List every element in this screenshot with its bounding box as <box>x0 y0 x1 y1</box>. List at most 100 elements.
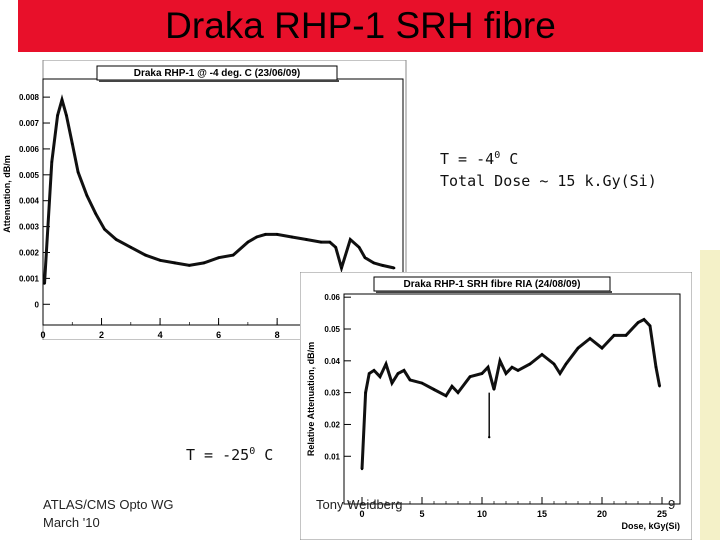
chart2-data-point <box>636 321 640 324</box>
chart2-data-point <box>450 385 454 388</box>
chart2-data-point <box>600 346 604 350</box>
chart2-data-point <box>612 334 616 337</box>
chart2-ytick-label: 0.01 <box>324 452 340 461</box>
chart2-data-point <box>516 369 520 372</box>
chart2-series-line <box>360 317 662 470</box>
chart1-data-point <box>114 238 118 241</box>
chart1-data-point <box>246 240 250 244</box>
chart1-data-point <box>381 264 384 267</box>
chart2-data-point <box>658 385 661 388</box>
chart2-data-point <box>444 394 448 398</box>
condition-temp-1-unit: C <box>500 150 519 168</box>
chart1-xtick-label: 2 <box>99 330 104 340</box>
chart2-series-0 <box>360 317 662 471</box>
chart2-data-point <box>408 378 412 382</box>
footer-org: ATLAS/CMS Opto WG <box>43 497 174 512</box>
chart2-data-point <box>528 362 532 366</box>
chart2-data-point <box>564 362 568 366</box>
footer-date: March '10 <box>43 515 100 530</box>
chart1-ytick-label: 0.002 <box>19 248 40 257</box>
chart1-data-point <box>43 282 46 285</box>
condition-temp-2: T = -250 C <box>186 446 273 464</box>
chart1-data-point <box>290 235 293 239</box>
chart2-data-point <box>368 372 371 375</box>
chart1-title-box: Draka RHP-1 @ -4 deg. C (23/06/09) <box>96 65 339 82</box>
page-number: 9 <box>668 497 676 512</box>
condition-temp-1: T = -40 C <box>440 150 518 168</box>
chart1-xtick-label: 8 <box>275 330 280 340</box>
chart2-data-point <box>588 337 592 340</box>
chart1-data-point <box>349 238 352 241</box>
chart2-data-point <box>510 365 514 369</box>
chart1-ytick-label: 0.007 <box>19 119 40 128</box>
condition-temp-2-sup: 0 <box>249 446 256 457</box>
chart2-data-point <box>372 369 376 372</box>
chart2-ytick-label: 0.03 <box>324 389 340 398</box>
chart2-data-point <box>480 372 484 375</box>
ria-chart: Draka RHP-1 SRH fibre RIA (24/08/09) 0 5 10… <box>299 271 693 541</box>
chart1-ytick-label: 0 <box>35 300 40 309</box>
title-bar: Draka RHP-1 SRH fibre <box>18 0 703 52</box>
chart1-data-point <box>264 233 267 236</box>
chart1-ytick-label: 0.008 <box>19 93 40 102</box>
decorative-edge-strip <box>700 250 720 540</box>
chart1-xtick-label: 4 <box>158 330 163 340</box>
chart1-data-point <box>255 235 258 239</box>
chart1-data-point <box>319 240 323 244</box>
chart2-title-shadow <box>376 291 612 293</box>
chart1-data-point <box>158 259 162 262</box>
chart1-data-point <box>188 264 191 267</box>
chart1-data-point <box>56 114 59 117</box>
chart1-title-shadow <box>99 80 339 82</box>
chart1-data-point <box>71 142 74 145</box>
chart2-series-1 <box>488 392 491 439</box>
chart1-data-point <box>372 261 375 265</box>
chart2-xlabel: Dose, kGy(Si) <box>621 521 680 531</box>
chart2-data-point <box>390 381 394 385</box>
chart1-xtick-label: 6 <box>216 330 221 340</box>
chart1-data-point <box>217 256 220 259</box>
chart2-data-point <box>384 362 388 366</box>
chart1-data-point <box>144 253 147 257</box>
chart1-data-point <box>202 261 206 265</box>
chart2-data-point <box>396 372 400 375</box>
slide-title: Draka RHP-1 SRH fibre <box>165 5 556 46</box>
chart2-data-point <box>576 346 580 350</box>
chart2-data-point <box>364 391 367 394</box>
chart2-xtick-label: 5 <box>419 509 424 519</box>
chart1-xtick-label: 0 <box>40 330 45 340</box>
chart2-title: Draka RHP-1 SRH fibre RIA (24/08/09) <box>404 279 581 290</box>
chart2-data-point <box>552 362 556 366</box>
condition-temp-1-sup: 0 <box>494 150 501 161</box>
chart2-ytick-label: 0.05 <box>324 325 340 334</box>
chart2-data-point <box>558 372 562 375</box>
chart2-ytick-label: 0.02 <box>324 420 340 429</box>
chart2-data-point <box>624 334 628 337</box>
chart1-series-0 <box>43 94 396 285</box>
chart2-xtick-label: 20 <box>597 509 607 519</box>
chart2-data-point <box>488 435 491 439</box>
chart2-data-point <box>504 372 508 375</box>
chart1-ytick-label: 0.003 <box>19 223 40 232</box>
chart1-ytick-label: 0.005 <box>19 171 40 180</box>
condition-temp-2-value: T = -25 <box>186 446 250 464</box>
chart1-data-point <box>65 114 68 117</box>
chart2-data-point <box>486 365 490 369</box>
chart1-data-point <box>60 98 64 101</box>
chart1-data-point <box>334 246 337 249</box>
chart1-data-point <box>363 256 367 259</box>
chart2-data-point <box>456 391 460 394</box>
chart1-data-point <box>275 233 279 236</box>
chart1-ytick-label: 0.001 <box>19 274 40 283</box>
chart2-xtick-label: 0 <box>359 509 364 519</box>
attenuation-plot-panel: Draka RHP-1 @ -4 deg. C (23/06/09)024681… <box>0 59 410 341</box>
chart2-data-point <box>420 381 424 385</box>
footer-author: Tony Weidberg <box>316 497 403 512</box>
chart2-data-point <box>432 388 436 391</box>
chart2-data-point <box>378 375 382 378</box>
chart2-ytick-label: 0.04 <box>324 357 340 366</box>
chart1-data-point <box>357 246 361 249</box>
chart2-xtick-label: 25 <box>657 509 667 519</box>
chart2-data-point <box>540 353 544 356</box>
chart1-ytick-label: 0.006 <box>19 145 40 154</box>
